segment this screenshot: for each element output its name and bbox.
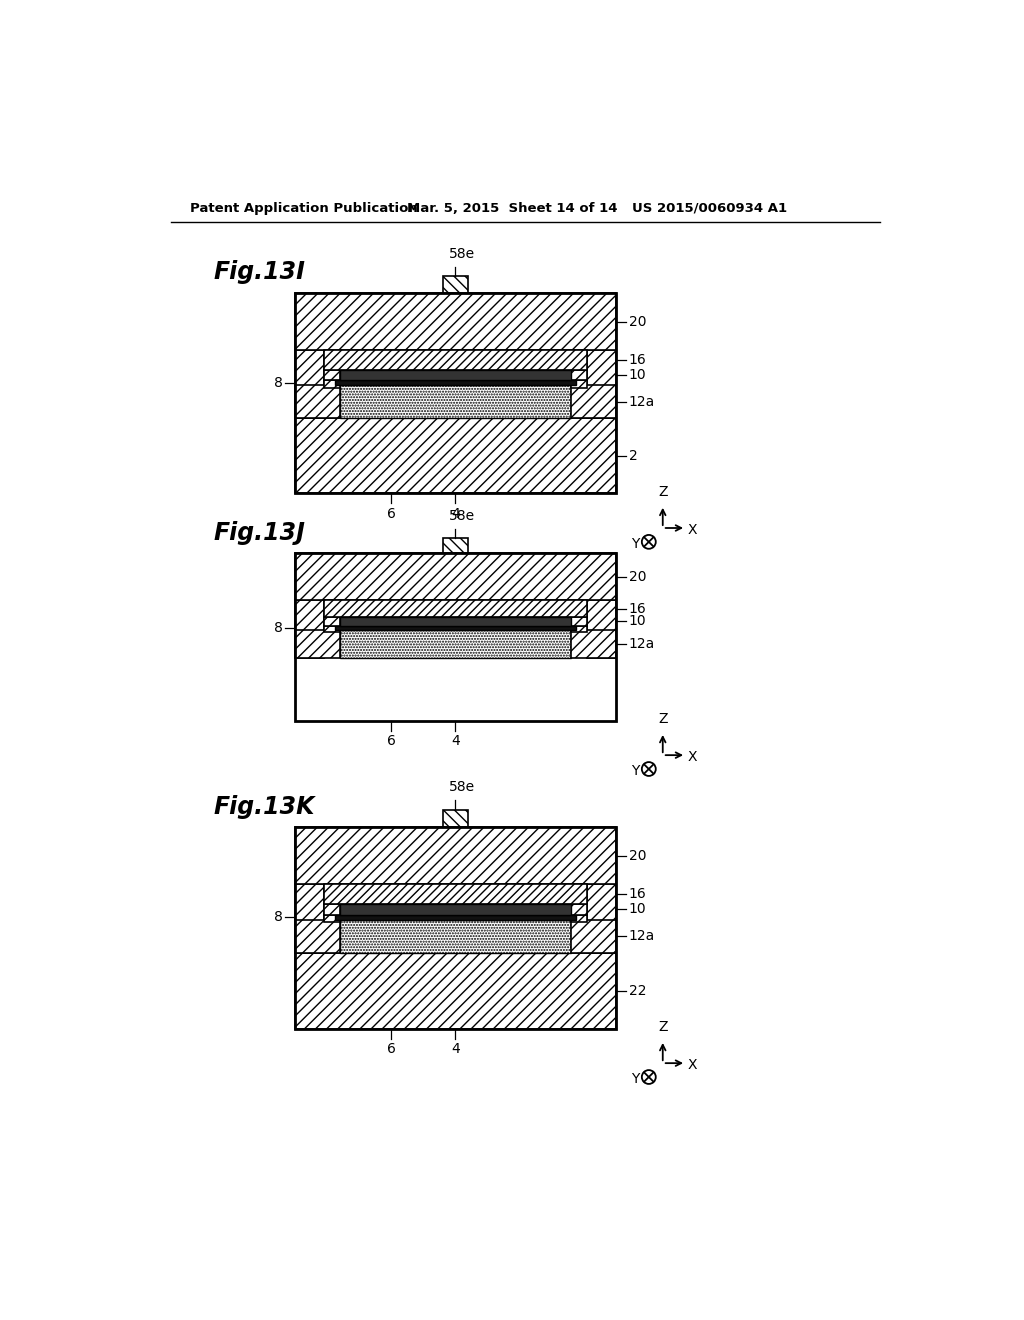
Bar — [571, 385, 616, 418]
Bar — [588, 884, 616, 953]
Bar — [295, 553, 616, 721]
Bar — [295, 920, 340, 953]
Text: 6: 6 — [387, 507, 395, 521]
Text: X: X — [687, 1059, 697, 1072]
Text: 10: 10 — [629, 903, 646, 916]
Bar — [324, 915, 340, 923]
Bar — [335, 626, 577, 630]
Text: Patent Application Publication: Patent Application Publication — [190, 202, 418, 215]
Bar — [324, 884, 588, 904]
Text: Mar. 5, 2015  Sheet 14 of 14: Mar. 5, 2015 Sheet 14 of 14 — [407, 202, 617, 215]
Bar — [340, 904, 571, 915]
Bar — [324, 350, 588, 370]
Text: 22: 22 — [629, 983, 646, 998]
Text: 16: 16 — [629, 354, 646, 367]
Bar — [340, 370, 571, 380]
Text: 12a: 12a — [629, 636, 655, 651]
Bar — [571, 380, 588, 388]
Bar — [340, 385, 571, 418]
Bar — [571, 370, 588, 380]
Text: Fig.13J: Fig.13J — [213, 521, 305, 545]
Bar — [335, 380, 577, 385]
Text: 16: 16 — [629, 602, 646, 616]
Bar — [588, 350, 616, 418]
Text: 10: 10 — [629, 615, 646, 628]
Bar — [324, 618, 340, 626]
Bar — [571, 920, 616, 953]
Bar — [295, 884, 324, 953]
Text: Y: Y — [631, 764, 639, 779]
Text: Z: Z — [658, 1020, 668, 1034]
Text: Z: Z — [658, 484, 668, 499]
Text: 2: 2 — [629, 449, 637, 463]
Bar — [340, 630, 571, 657]
Text: 4: 4 — [451, 507, 460, 521]
Bar — [588, 601, 616, 657]
Bar — [295, 826, 616, 884]
Bar — [324, 370, 340, 380]
Text: Fig.13I: Fig.13I — [213, 260, 305, 284]
Bar — [340, 920, 571, 953]
Text: Y: Y — [631, 537, 639, 552]
Text: 20: 20 — [629, 849, 646, 862]
Bar — [442, 809, 468, 826]
Text: Z: Z — [658, 711, 668, 726]
Bar — [340, 618, 571, 626]
Text: Y: Y — [631, 1072, 639, 1086]
Text: X: X — [687, 751, 697, 764]
Text: 58e: 58e — [449, 780, 475, 795]
Bar — [295, 385, 340, 418]
Bar — [324, 904, 340, 915]
Text: X: X — [687, 523, 697, 537]
Text: 8: 8 — [274, 376, 283, 389]
Text: 20: 20 — [629, 314, 646, 329]
Bar — [324, 626, 340, 632]
Text: 10: 10 — [629, 368, 646, 383]
Text: US 2015/0060934 A1: US 2015/0060934 A1 — [632, 202, 786, 215]
Text: 6: 6 — [387, 1043, 395, 1056]
Bar — [571, 630, 616, 657]
Text: 8: 8 — [274, 909, 283, 924]
Text: 8: 8 — [274, 620, 283, 635]
Bar — [295, 350, 324, 418]
Bar — [335, 915, 577, 920]
Bar — [442, 276, 468, 293]
Text: 20: 20 — [629, 569, 646, 583]
Text: 58e: 58e — [449, 510, 475, 523]
Text: Fig.13K: Fig.13K — [213, 795, 314, 818]
Bar — [295, 293, 616, 350]
Bar — [442, 539, 468, 553]
Text: 12a: 12a — [629, 929, 655, 944]
Bar — [295, 293, 616, 494]
Bar — [324, 601, 588, 618]
Text: 58e: 58e — [449, 247, 475, 260]
Text: 12a: 12a — [629, 395, 655, 409]
Text: 16: 16 — [629, 887, 646, 902]
Bar — [571, 904, 588, 915]
Bar — [295, 418, 616, 494]
Bar — [571, 618, 588, 626]
Bar — [295, 601, 324, 657]
Bar — [571, 915, 588, 923]
Bar — [295, 826, 616, 1028]
Text: 4: 4 — [451, 734, 460, 748]
Bar — [295, 630, 340, 657]
Text: 6: 6 — [387, 734, 395, 748]
Bar — [324, 380, 340, 388]
Bar — [295, 553, 616, 601]
Bar — [571, 626, 588, 632]
Text: 4: 4 — [451, 1043, 460, 1056]
Bar — [295, 953, 616, 1028]
